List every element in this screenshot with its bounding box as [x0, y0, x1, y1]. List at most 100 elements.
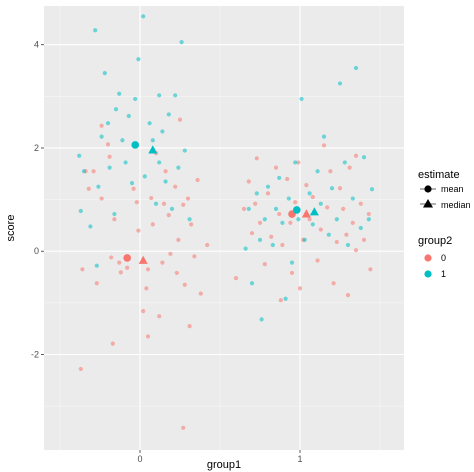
data-point-group0: [233, 275, 239, 281]
data-point-group0: [94, 281, 99, 286]
data-point-group0: [289, 270, 295, 276]
data-point-group0: [205, 242, 210, 248]
data-point-group0: [117, 260, 122, 265]
data-point-group1: [94, 263, 99, 268]
data-point-group0: [315, 258, 320, 263]
data-point-group1: [334, 217, 339, 222]
major-gridlines: [44, 6, 404, 450]
legend: estimate mean median group2 0 1: [418, 169, 471, 279]
data-point-group0: [269, 234, 274, 239]
data-point-group0: [278, 298, 283, 303]
data-point-group1: [107, 165, 112, 170]
data-point-group0: [331, 281, 336, 286]
data-point-group0: [131, 186, 136, 191]
data-point-group0: [181, 425, 186, 430]
data-point-group0: [192, 254, 197, 259]
data-point-group0: [265, 191, 271, 196]
y-axis-ticks: -2 0 2 4: [31, 40, 44, 359]
data-point-group1: [302, 237, 307, 242]
summary-markers: [123, 141, 319, 264]
data-point-group1: [81, 169, 87, 174]
data-point-group1: [173, 93, 178, 98]
data-point-group1: [99, 134, 104, 139]
data-point-group0: [344, 232, 349, 237]
data-point-group1: [310, 222, 315, 227]
data-point-group0: [361, 237, 367, 242]
data-point-group0: [91, 169, 96, 174]
data-point-group1: [129, 180, 135, 186]
panel-background: [44, 6, 404, 450]
data-point-group1: [96, 184, 101, 189]
data-point-group0: [185, 196, 191, 201]
data-point-group1: [93, 28, 98, 33]
data-point-group0: [195, 177, 200, 183]
data-point-group0: [318, 227, 323, 232]
data-point-group1: [280, 220, 285, 225]
y-tick-label: -2: [31, 349, 39, 359]
median-marker-group1: [148, 145, 158, 154]
data-point-group0: [107, 154, 112, 159]
data-point-group0: [277, 211, 282, 217]
data-point-group0: [347, 165, 352, 170]
data-point-group0: [253, 201, 258, 206]
data-point-group0: [105, 142, 111, 147]
y-tick-label: 4: [34, 40, 39, 50]
data-point-group0: [160, 260, 165, 265]
data-point-group0: [144, 286, 149, 291]
data-point-group0: [296, 160, 301, 165]
data-point-group1: [358, 225, 363, 231]
data-point-group1: [88, 224, 93, 229]
data-point-group0: [145, 334, 151, 339]
legend-title-group2: group2: [418, 235, 452, 247]
data-point-group0: [366, 211, 371, 217]
data-point-group0: [182, 282, 187, 287]
data-point-group0: [325, 205, 330, 210]
data-point-group1: [342, 160, 347, 165]
data-point-group1: [345, 242, 351, 248]
data-point-group1: [307, 191, 312, 196]
legend-title-estimate: estimate: [418, 169, 460, 181]
data-point-group0: [353, 153, 359, 158]
data-point-group0: [328, 169, 333, 174]
x-tick-label: 0: [137, 454, 142, 464]
data-point-group1: [289, 260, 295, 265]
data-points: [77, 14, 375, 430]
data-point-group0: [173, 184, 178, 189]
data-point-group1: [163, 179, 168, 184]
data-point-group0: [241, 206, 247, 211]
data-point-group0: [141, 309, 146, 314]
data-point-group1: [296, 217, 301, 222]
y-axis-title: score: [5, 215, 17, 242]
data-point-group1: [243, 246, 248, 251]
data-point-group1: [350, 196, 355, 201]
legend-group1-icon: [424, 270, 432, 278]
data-point-group0: [181, 202, 186, 207]
data-point-group0: [99, 123, 104, 128]
data-point-group1: [257, 237, 263, 242]
data-point-group0: [262, 262, 267, 267]
data-point-group0: [304, 183, 309, 188]
data-point-group1: [262, 217, 267, 222]
data-point-group1: [277, 175, 282, 181]
data-point-group0: [334, 239, 339, 245]
legend-label-median: median: [441, 200, 471, 210]
x-axis-title: group1: [207, 459, 241, 471]
data-point-group1: [259, 317, 264, 322]
data-point-group1: [157, 160, 162, 165]
data-point-group0: [168, 251, 173, 256]
data-point-group1: [133, 96, 138, 102]
mean-marker-group1: [293, 206, 301, 214]
data-point-group1: [112, 211, 117, 217]
data-point-group0: [109, 255, 114, 260]
data-point-group0: [293, 200, 298, 205]
data-point-group0: [136, 228, 141, 233]
data-point-group0: [257, 220, 263, 225]
data-point-group1: [187, 217, 192, 222]
data-point-group1: [265, 184, 271, 189]
data-point-group0: [337, 186, 343, 191]
data-point-group1: [150, 138, 155, 143]
data-point-group0: [125, 265, 130, 270]
data-point-group1: [329, 186, 335, 191]
data-point-group0: [368, 267, 373, 272]
data-point-group1: [182, 148, 187, 153]
